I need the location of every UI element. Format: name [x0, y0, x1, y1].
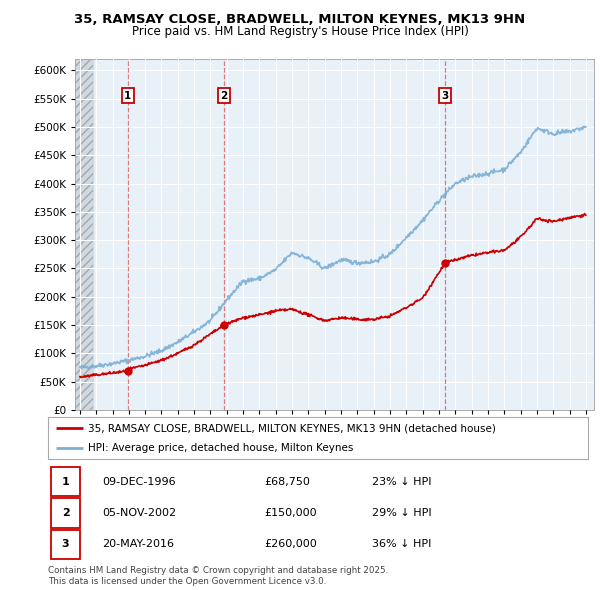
FancyBboxPatch shape — [50, 530, 80, 559]
Text: 35, RAMSAY CLOSE, BRADWELL, MILTON KEYNES, MK13 9HN: 35, RAMSAY CLOSE, BRADWELL, MILTON KEYNE… — [74, 13, 526, 26]
FancyBboxPatch shape — [50, 467, 80, 496]
Text: 05-NOV-2002: 05-NOV-2002 — [102, 508, 176, 518]
Text: 2: 2 — [221, 91, 228, 101]
Bar — [75, 59, 94, 410]
Text: 3: 3 — [62, 539, 70, 549]
Text: 2: 2 — [62, 508, 70, 518]
Bar — [75, 59, 94, 410]
Text: Contains HM Land Registry data © Crown copyright and database right 2025.
This d: Contains HM Land Registry data © Crown c… — [48, 566, 388, 586]
Text: 20-MAY-2016: 20-MAY-2016 — [102, 539, 174, 549]
Text: 1: 1 — [124, 91, 131, 101]
Text: Price paid vs. HM Land Registry's House Price Index (HPI): Price paid vs. HM Land Registry's House … — [131, 25, 469, 38]
Text: £68,750: £68,750 — [264, 477, 310, 487]
FancyBboxPatch shape — [50, 499, 80, 527]
Text: 29% ↓ HPI: 29% ↓ HPI — [372, 508, 431, 518]
Text: HPI: Average price, detached house, Milton Keynes: HPI: Average price, detached house, Milt… — [89, 442, 354, 453]
Text: 1: 1 — [62, 477, 70, 487]
Text: £260,000: £260,000 — [264, 539, 317, 549]
Text: 35, RAMSAY CLOSE, BRADWELL, MILTON KEYNES, MK13 9HN (detached house): 35, RAMSAY CLOSE, BRADWELL, MILTON KEYNE… — [89, 423, 496, 433]
Text: 23% ↓ HPI: 23% ↓ HPI — [372, 477, 431, 487]
Text: 3: 3 — [442, 91, 449, 101]
FancyBboxPatch shape — [48, 417, 588, 459]
Text: £150,000: £150,000 — [264, 508, 317, 518]
Text: 36% ↓ HPI: 36% ↓ HPI — [372, 539, 431, 549]
Text: 09-DEC-1996: 09-DEC-1996 — [102, 477, 176, 487]
